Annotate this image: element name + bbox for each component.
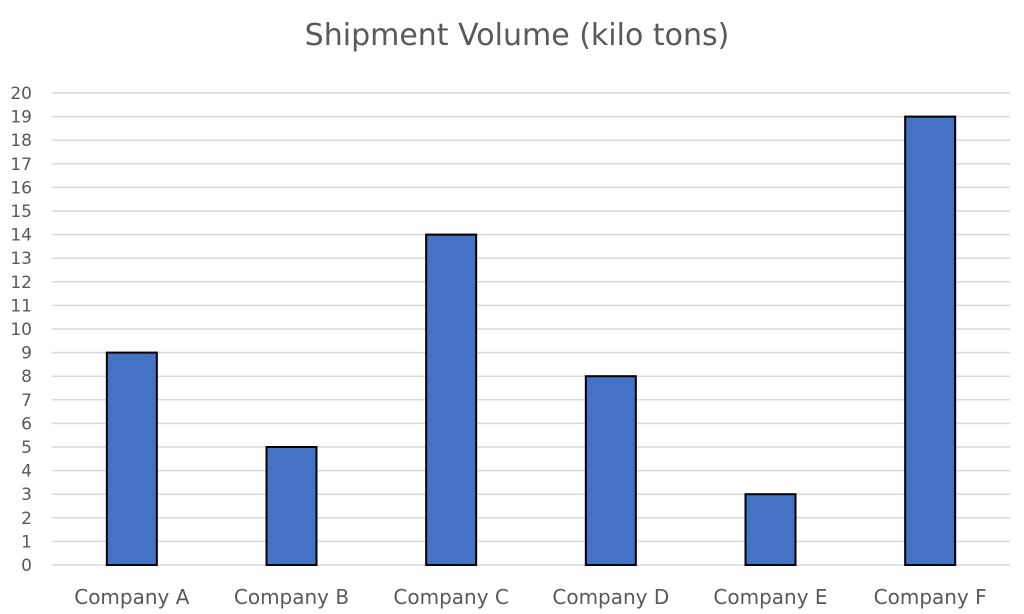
y-tick-label: 10 <box>10 320 32 340</box>
y-tick-label: 4 <box>21 462 32 482</box>
y-tick-label: 1 <box>21 532 32 552</box>
y-tick-label: 5 <box>21 438 32 458</box>
x-category-label: Company B <box>234 585 349 609</box>
y-tick-label: 20 <box>10 84 32 104</box>
y-tick-label: 16 <box>10 178 32 198</box>
y-tick-label: 11 <box>10 296 32 316</box>
gridlines <box>52 92 1010 566</box>
x-category-label: Company F <box>874 585 987 609</box>
bar-company-e <box>744 493 797 567</box>
y-tick-label: 18 <box>10 131 32 151</box>
y-tick-label: 9 <box>21 344 32 364</box>
y-tick-label: 8 <box>21 367 32 387</box>
bar-company-f <box>904 115 957 566</box>
x-category-label: Company D <box>552 585 669 609</box>
y-tick-label: 2 <box>21 509 32 529</box>
y-tick-label: 0 <box>21 556 32 576</box>
bar-company-d <box>584 375 637 567</box>
y-tick-label: 6 <box>21 414 32 434</box>
y-tick-label: 15 <box>10 202 32 222</box>
y-tick-label: 14 <box>10 226 32 246</box>
y-tick-label: 7 <box>21 391 32 411</box>
bar-company-b <box>265 446 318 566</box>
bars <box>105 115 957 567</box>
x-axis-categories: Company A Company B Company C Company D Comp… <box>74 585 986 609</box>
bar-company-a <box>105 351 158 566</box>
y-tick-label: 17 <box>10 155 32 175</box>
x-category-label: Company E <box>713 585 827 609</box>
x-category-label: Company A <box>74 585 190 609</box>
y-tick-label: 13 <box>10 249 32 269</box>
y-tick-label: 3 <box>21 485 32 505</box>
chart-title: Shipment Volume (kilo tons) <box>304 18 730 53</box>
y-tick-label: 12 <box>10 273 32 293</box>
x-category-label: Company C <box>393 585 508 609</box>
y-tick-label: 19 <box>10 108 32 128</box>
bar-company-c <box>425 233 478 566</box>
